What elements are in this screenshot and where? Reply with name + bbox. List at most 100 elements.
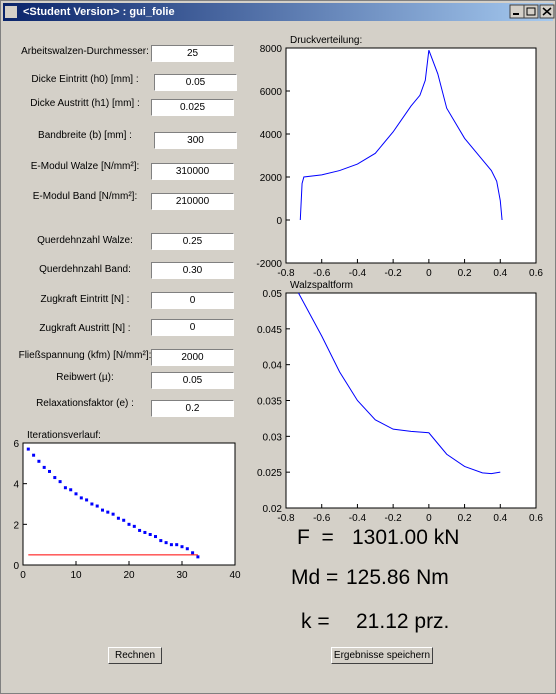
y-tick-label: 0.035	[257, 397, 282, 408]
field-input[interactable]: 0.05	[151, 372, 234, 389]
field-label: Dicke Eintritt (h0) [mm] :	[31, 74, 139, 85]
data-point	[26, 447, 30, 451]
y-tick-label: 2	[13, 520, 19, 531]
data-point	[42, 465, 46, 469]
data-point	[143, 530, 147, 534]
field-label: Dicke Austritt (h1) [mm] :	[30, 98, 140, 109]
field-input[interactable]: 0.30	[151, 262, 234, 279]
title-bar: <Student Version> : gui_folie	[3, 3, 553, 21]
y-tick-label: 0.04	[263, 361, 283, 372]
y-tick-label: 8000	[260, 44, 283, 55]
y-tick-label: 0	[13, 561, 19, 572]
x-tick-label: 0.2	[458, 268, 472, 279]
data-point	[159, 539, 163, 543]
field-label: E-Modul Band [N/mm²]:	[32, 191, 138, 202]
x-tick-label: 20	[123, 570, 135, 581]
x-tick-label: 30	[176, 570, 188, 581]
data-line	[298, 292, 501, 475]
x-tick-label: 0.6	[529, 268, 543, 279]
x-tick-label: 0	[426, 513, 432, 524]
x-tick-label: 0	[426, 268, 432, 279]
result-value: 125.86 Nm	[346, 566, 449, 589]
data-point	[37, 459, 41, 463]
result-label: F =	[297, 526, 334, 549]
y-tick-label: 0.045	[257, 325, 282, 336]
x-tick-label: 0.4	[493, 268, 507, 279]
y-tick-label: 0.02	[263, 504, 283, 515]
field-label: Fließspannung (kfm) [N/mm²]:	[18, 350, 152, 361]
y-tick-label: 0.03	[263, 432, 283, 443]
plot-area	[22, 442, 236, 566]
field-input[interactable]: 0.25	[151, 233, 234, 250]
minimize-button[interactable]	[509, 4, 525, 19]
data-point	[48, 469, 51, 473]
field-input[interactable]: 0.2	[151, 400, 234, 417]
data-point	[164, 541, 168, 545]
field-input[interactable]: 2000	[151, 349, 234, 366]
data-point	[101, 508, 104, 512]
plot-area	[285, 47, 537, 264]
field-input[interactable]: 0.025	[151, 99, 234, 116]
result-value: 1301.00 kN	[352, 526, 460, 549]
field-label: Arbeitswalzen-Durchmesser:	[21, 46, 149, 57]
data-point	[148, 533, 152, 536]
x-tick-label: 40	[229, 570, 241, 581]
data-point	[79, 496, 83, 500]
y-tick-label: 4000	[260, 130, 283, 141]
field-input[interactable]: 310000	[151, 163, 234, 180]
data-point	[111, 512, 115, 516]
y-tick-label: 4	[13, 480, 19, 491]
x-tick-label: -0.8	[277, 268, 295, 279]
data-point	[116, 516, 120, 520]
x-tick-label: 0.4	[493, 513, 507, 524]
field-input[interactable]: 25	[151, 45, 234, 62]
maximize-icon	[526, 7, 536, 16]
y-tick-label: 0.05	[263, 289, 283, 300]
data-point	[169, 543, 173, 547]
x-tick-label: -0.4	[349, 513, 367, 524]
data-point	[138, 528, 142, 532]
y-tick-label: 0	[276, 216, 282, 227]
close-icon	[542, 7, 552, 16]
field-label: Querdehnzahl Band:	[39, 264, 131, 275]
data-point	[175, 543, 179, 547]
field-input[interactable]: 0.05	[154, 74, 237, 91]
y-tick-label: -2000	[256, 259, 282, 270]
button[interactable]: Rechnen	[108, 647, 162, 664]
y-tick-label: 6	[13, 439, 19, 450]
data-point	[185, 547, 189, 551]
data-point	[95, 504, 99, 508]
field-input[interactable]: 0	[151, 292, 234, 309]
x-tick-label: -0.6	[313, 513, 331, 524]
data-point	[53, 476, 57, 480]
data-point	[127, 522, 131, 526]
field-label: Zugkraft Austritt [N] :	[39, 323, 131, 334]
field-label: Bandbreite (b) [mm] :	[38, 130, 132, 141]
y-tick-label: 2000	[260, 173, 283, 184]
result-label: k =	[301, 610, 330, 633]
field-label: Querdehnzahl Walze:	[37, 235, 133, 246]
x-tick-label: -0.6	[313, 268, 331, 279]
data-point	[58, 480, 62, 484]
chart-title: Walzspaltform	[290, 280, 353, 291]
data-point	[191, 551, 195, 555]
data-point	[32, 453, 36, 457]
button[interactable]: Ergebnisse speichern	[331, 647, 433, 664]
field-label: E-Modul Walze [N/mm²]:	[30, 161, 140, 172]
field-input[interactable]: 300	[154, 132, 237, 149]
y-tick-label: 0.025	[257, 468, 282, 479]
field-input[interactable]: 0	[151, 319, 234, 336]
x-tick-label: -0.8	[277, 513, 295, 524]
data-point	[106, 510, 110, 514]
field-label: Zugkraft Eintritt [N] :	[40, 294, 130, 305]
data-point	[63, 486, 67, 490]
maximize-button[interactable]	[523, 4, 539, 19]
field-input[interactable]: 210000	[151, 193, 234, 210]
x-tick-label: -0.4	[349, 268, 367, 279]
result-label: Md =	[291, 566, 339, 589]
data-point	[154, 535, 157, 539]
data-point	[132, 524, 136, 528]
data-point	[196, 555, 200, 559]
